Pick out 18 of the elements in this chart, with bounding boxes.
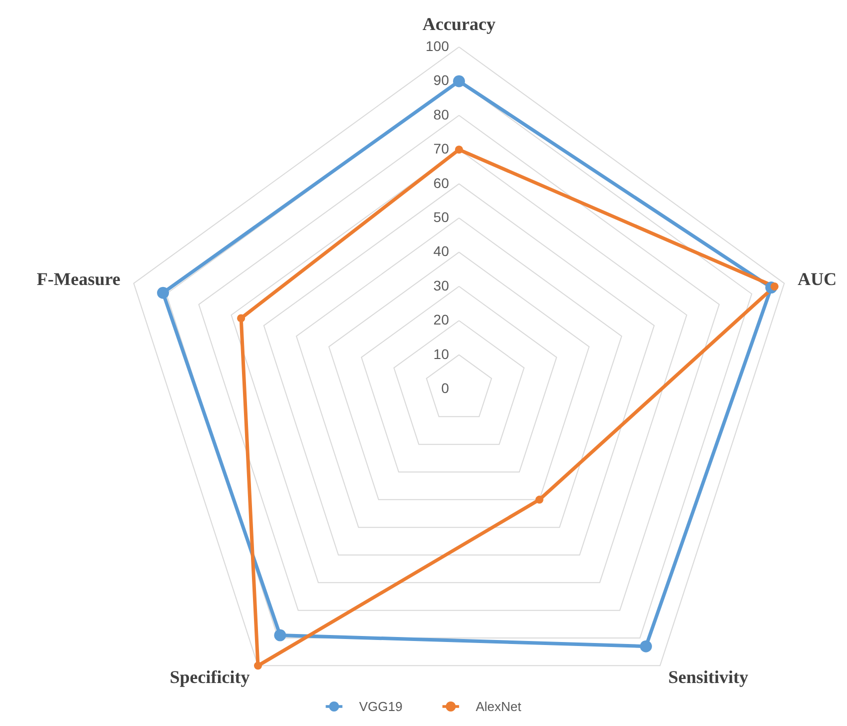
y-tick-label: 60 [433,174,450,191]
spoke-label: Specificity [170,667,250,688]
y-tick-label: 80 [433,106,450,122]
spoke-label: F-Measure [36,268,120,289]
legend-label: VGG19 [359,699,402,714]
y-tick-label: 90 [433,72,450,88]
y-tick-label: 10 [433,346,450,362]
y-tick-label: 50 [433,209,450,225]
legend-label: AlexNet [476,699,522,714]
spoke-label: Sensitivity [668,667,748,688]
y-tick-label: 100 [426,38,450,54]
spoke-label: AUC [798,268,837,289]
y-tick-label: 70 [433,140,450,157]
y-tick-label: 30 [433,277,450,294]
y-tick-label: 0 [441,380,450,396]
y-tick-label: 40 [433,243,450,260]
spoke-label: Accuracy [422,14,496,34]
y-tick-label: 20 [433,312,450,328]
